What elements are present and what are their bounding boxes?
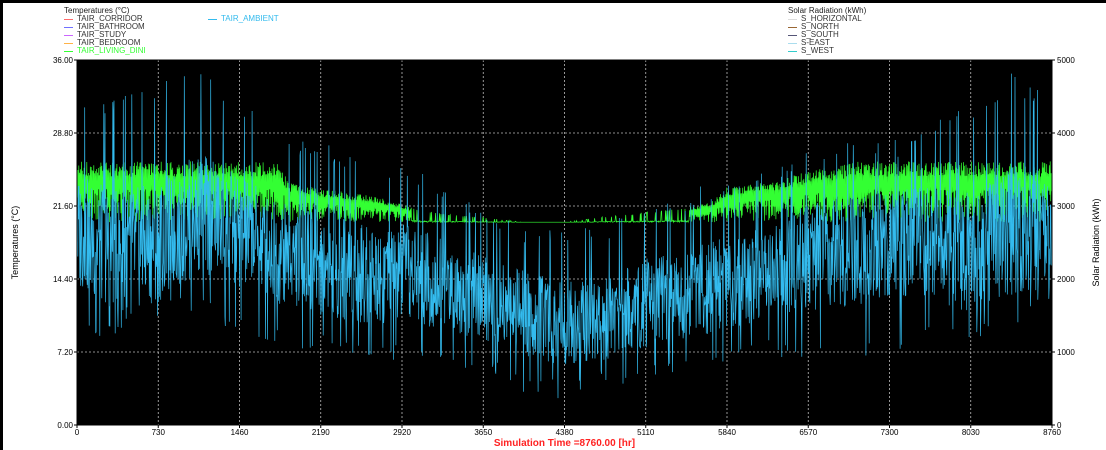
legend-swatch xyxy=(64,42,73,44)
legend-label: S-EAST xyxy=(801,38,830,47)
solar-radiation-legend: Solar Radiation (kWh) S_HORIZONTAL S_NORT… xyxy=(788,7,866,55)
legend-item: S_WEST xyxy=(788,47,866,55)
x-tick-label: 8030 xyxy=(962,428,980,437)
legend-item: S_NORTH xyxy=(788,23,866,31)
y2-tick-label: 0 xyxy=(1057,421,1062,430)
y-tick-label: 36.00 xyxy=(53,56,74,65)
x-axis-label: Simulation Time =8760.00 [hr] xyxy=(494,438,635,449)
x-tick-label: 6570 xyxy=(799,428,817,437)
legend-swatch xyxy=(788,42,797,44)
y2-axis-label: Solar Radiation (kWh) xyxy=(1091,198,1101,286)
x-tick-label: 7300 xyxy=(881,428,899,437)
legend-label: TAIR_BEDROOM xyxy=(77,38,141,47)
temperatures-legend-items: TAIR_CORRIDOR TAIR_BATHROOM TAIR_STUDY TAIR… xyxy=(64,15,146,55)
legend-label: TAIR_CORRIDOR xyxy=(77,14,143,23)
x-tick-label: 3650 xyxy=(474,428,492,437)
axes: 0 730 1460 2190 2920 3650 4380 5110 5840 6570 7300… xyxy=(53,56,1075,437)
plot-border xyxy=(76,59,1053,426)
legend-item: TAIR_CORRIDOR xyxy=(64,15,146,23)
legend-swatch xyxy=(64,34,73,36)
x-tick-label: 1460 xyxy=(231,428,249,437)
legend-item: S_SOUTH xyxy=(788,31,866,39)
y2-tick-label: 4000 xyxy=(1057,129,1075,138)
legend-swatch xyxy=(64,26,73,28)
legend-label: S_WEST xyxy=(801,46,834,55)
legend-label: S_SOUTH xyxy=(801,30,839,39)
legend-label: TAIR_STUDY xyxy=(77,30,127,39)
legend-item: S_HORIZONTAL xyxy=(788,15,866,23)
x-tick-label: 8760 xyxy=(1043,428,1061,437)
series-line-ambient xyxy=(76,73,1053,399)
legend-item: TAIR_BEDROOM xyxy=(64,39,146,47)
y-tick-label: 28.80 xyxy=(53,129,74,138)
legend-swatch xyxy=(788,50,797,52)
legend-label: TAIR_BATHROOM xyxy=(77,22,145,31)
legend-item: S-EAST xyxy=(788,39,866,47)
legend-label: S_HORIZONTAL xyxy=(801,14,862,23)
series-line-living-dini xyxy=(76,161,1053,224)
y2-tick-label: 1000 xyxy=(1057,348,1075,357)
legend-item: TAIR_BATHROOM xyxy=(64,23,146,31)
solar-radiation-legend-items: S_HORIZONTAL S_NORTH S_SOUTH S-EAST S_WEST xyxy=(788,15,866,55)
legend-swatch xyxy=(788,26,797,28)
legend-item: TAIR_STUDY xyxy=(64,31,146,39)
x-tick-label: 2920 xyxy=(393,428,411,437)
x-tick-label: 5110 xyxy=(637,428,655,437)
x-tick-label: 4380 xyxy=(556,428,574,437)
legend-label: TAIR_AMBIENT xyxy=(221,14,279,23)
legend-swatch xyxy=(208,18,217,20)
temperatures-legend-title: Temperatures (°C) xyxy=(64,6,130,15)
temperatures-legend: Temperatures (°C) TAIR_CORRIDOR TAIR_BATH… xyxy=(64,7,146,55)
legend-swatch xyxy=(64,18,73,20)
x-tick-label: 2190 xyxy=(312,428,330,437)
x-tick-label: 0 xyxy=(75,428,80,437)
legend-swatch xyxy=(64,50,73,52)
series-layer xyxy=(76,73,1053,399)
legend-label: TAIR_LIVING_DINI xyxy=(77,46,146,55)
y-axis-label: Temperatures (°C) xyxy=(10,206,20,280)
ambient-legend-entry: TAIR_AMBIENT xyxy=(208,15,279,23)
legend-item: TAIR_LIVING_DINI xyxy=(64,47,146,55)
legend-swatch xyxy=(788,34,797,36)
solar-radiation-legend-title: Solar Radiation (kWh) xyxy=(788,6,867,15)
y2-tick-label: 5000 xyxy=(1057,56,1075,65)
y-tick-label: 14.40 xyxy=(53,275,74,284)
y-tick-label: 7.20 xyxy=(57,348,73,357)
y2-tick-label: 3000 xyxy=(1057,202,1075,211)
legend-item-ambient: TAIR_AMBIENT xyxy=(208,15,279,23)
y-tick-label: 0.00 xyxy=(57,421,73,430)
y2-tick-label: 2000 xyxy=(1057,275,1075,284)
legend-label: S_NORTH xyxy=(801,22,840,31)
x-tick-label: 730 xyxy=(152,428,166,437)
x-tick-label: 5840 xyxy=(718,428,736,437)
y-tick-label: 21.60 xyxy=(53,202,74,211)
legend-swatch xyxy=(788,18,797,20)
